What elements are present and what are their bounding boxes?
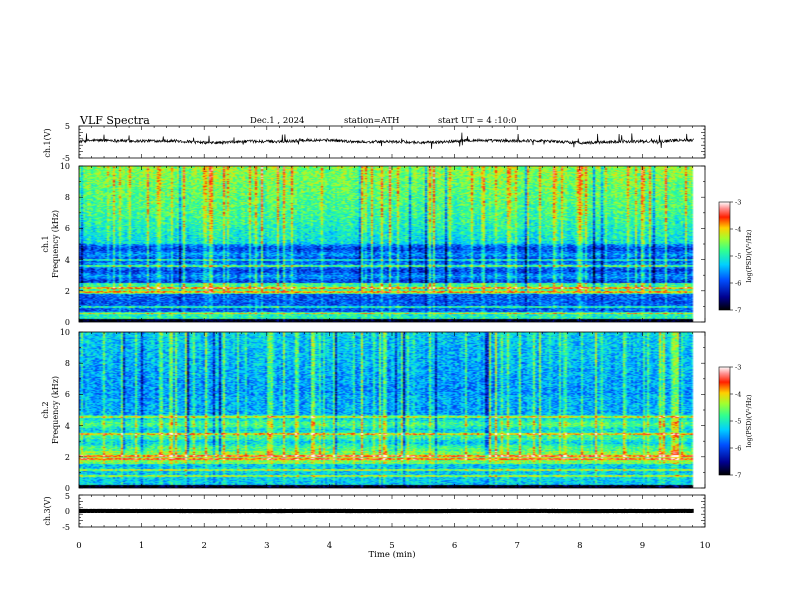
colorbar-tick-label: -3	[735, 199, 741, 207]
colorbar-tick-label: -4	[735, 226, 741, 234]
ch3-ytick-top: 5	[65, 492, 70, 501]
ch2-ytick-10: 10	[60, 328, 70, 337]
ch1-ytick-8: 8	[65, 193, 70, 202]
ch1-ticks	[78, 125, 706, 159]
colorbar-tick-label: -3	[735, 364, 741, 372]
ch2-spectrogram-image	[79, 332, 705, 488]
colorbar-tick-label: -7	[735, 472, 741, 480]
ch1-spectrogram-panel: 0 2 4 6 8 10 ch.1 Frequency (kHz)	[41, 162, 706, 327]
time-tick-label-0: 0	[76, 541, 81, 551]
date-label: Dec.1 , 2024	[250, 116, 304, 126]
ch1-colorbar-gradient	[719, 202, 730, 310]
colorbar-tick-label: -5	[735, 253, 741, 261]
ch1-ylabel-frequency: Frequency (kHz)	[51, 210, 60, 278]
ch1-waveform-ylabel: ch.1(V)	[43, 128, 52, 157]
time-tick-label-5: 5	[389, 541, 394, 551]
ch3-ytick-mid: 0	[65, 507, 70, 516]
ch2-ylabel-frequency: Frequency (kHz)	[51, 376, 60, 444]
ch2-colorbar-gradient	[719, 367, 730, 475]
ch1-colorbar-label: log(PSD)(V²/Hz)	[745, 229, 753, 282]
colorbar-tick-label: -6	[735, 445, 741, 453]
station-label: station=ATH	[344, 116, 399, 126]
time-axis-label: Time (min)	[368, 549, 415, 560]
ch2-ytick-0: 0	[65, 484, 70, 493]
colorbar-tick-label: -5	[735, 418, 741, 426]
colorbar-tick-label: -7	[735, 307, 741, 315]
ch1-spectrogram-ticks	[78, 165, 706, 323]
ch1-colorbar: -3 -4 -5 -6 -7 log(PSD)(V²/Hz)	[718, 199, 753, 315]
ch2-ytick-6: 6	[65, 390, 70, 399]
colorbar-tick-label: -6	[735, 280, 741, 288]
ch1-ytick-10: 10	[60, 162, 70, 171]
ch2-ylabel-channel: ch.2	[41, 401, 50, 418]
ch3-waveform-ylabel: ch.3(V)	[43, 496, 52, 525]
ch2-ytick-2: 2	[65, 453, 70, 462]
ch2-ytick-4: 4	[65, 422, 70, 431]
ch1-ytick-2: 2	[65, 287, 70, 296]
ch2-colorbar-label: log(PSD)(V²/Hz)	[745, 394, 753, 447]
ch1-ytick-6: 6	[65, 224, 70, 233]
time-tick-label-9: 9	[640, 541, 645, 551]
time-tick-label-3: 3	[264, 541, 269, 551]
chart-title: VLF Spectra	[79, 114, 150, 127]
time-tick-label-4: 4	[327, 541, 332, 551]
ch3-ticks	[78, 494, 706, 528]
time-tick-label-6: 6	[452, 541, 457, 551]
ch1-waveform-panel: 5 -5 ch.1(V)	[43, 122, 706, 163]
time-tick-label-1: 1	[139, 541, 144, 551]
ch2-spectrogram-ticks	[78, 331, 706, 489]
ch1-waveform-line	[78, 132, 694, 149]
ch1-spectrogram-image	[79, 166, 705, 322]
ch1-ytick-0: 0	[65, 318, 70, 327]
ch3-waveform-panel: 5 0 -5 ch.3(V) 0 1 2 3 4 5 6 7 8 9 10 Time (min)	[43, 492, 710, 560]
ch2-colorbar: -3 -4 -5 -6 -7 log(PSD)(V²/Hz)	[718, 364, 753, 480]
time-tick-label-2: 2	[201, 541, 206, 551]
time-tick-label-7: 7	[514, 541, 519, 551]
ch1-ytick-bottom: -5	[62, 154, 70, 163]
ch2-spectrogram-panel: 0 2 4 6 8 10 ch.2 Frequency (kHz)	[41, 328, 706, 493]
time-tick-label-10: 10	[700, 541, 711, 551]
ch1-colorbar-ticks: -3 -4 -5 -6 -7	[730, 199, 741, 315]
ch1-ytick-4: 4	[65, 256, 70, 265]
start-ut-label: start UT = 4 :10:0	[438, 116, 516, 126]
ch1-ytick-top: 5	[65, 122, 70, 131]
time-axis-tick-labels: 0 1 2 3 4 5 6 7 8 9 10	[76, 541, 710, 551]
ch2-ytick-8: 8	[65, 359, 70, 368]
ch2-colorbar-ticks: -3 -4 -5 -6 -7	[730, 364, 741, 480]
ch3-ytick-bottom: -5	[62, 523, 70, 532]
time-tick-label-8: 8	[577, 541, 582, 551]
colorbar-tick-label: -4	[735, 391, 741, 399]
ch1-ylabel-channel: ch.1	[41, 235, 50, 252]
